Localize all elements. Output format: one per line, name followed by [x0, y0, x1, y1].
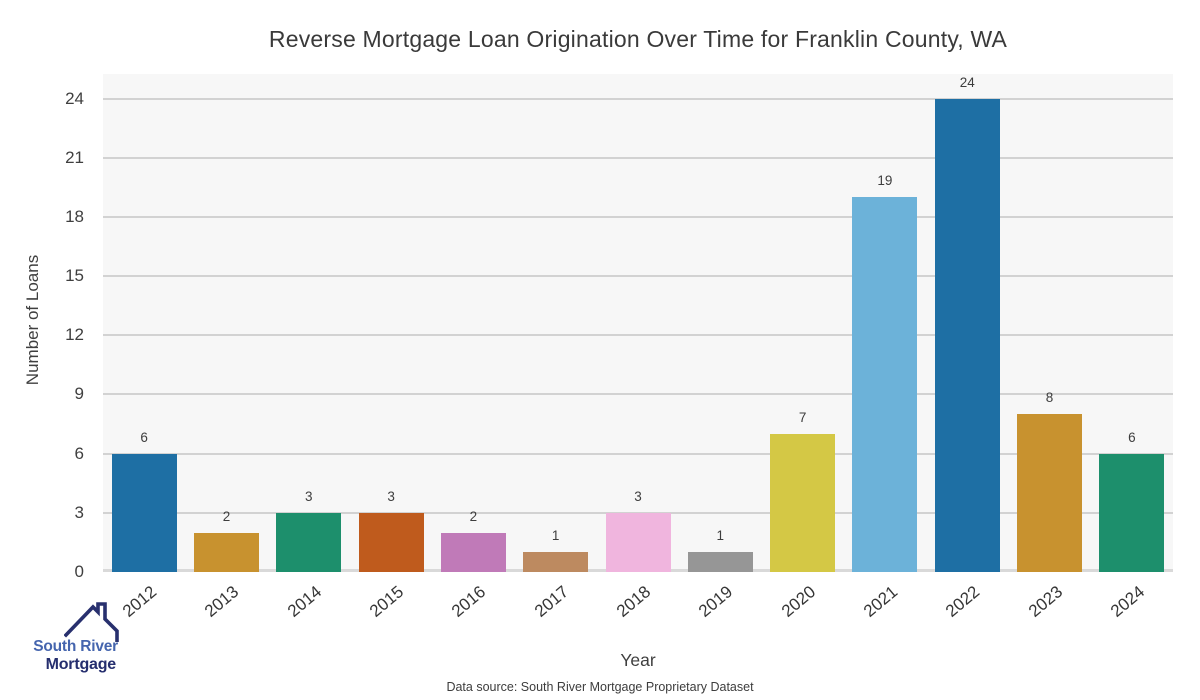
bar-value-2019: 1	[716, 528, 725, 544]
bar-value-2021: 19	[877, 173, 893, 189]
bar-value-2023: 8	[1045, 390, 1054, 406]
chart-title: Reverse Mortgage Loan Origination Over T…	[268, 26, 1008, 52]
bar-value-2018: 3	[634, 488, 642, 504]
logo-line1: South River	[33, 638, 118, 655]
y-tick-label-15: 15	[65, 266, 84, 286]
x-tick-label-2024: 2024	[1106, 582, 1149, 621]
south-river-mortgage-logo: South River Mortgage	[18, 602, 119, 682]
logo-line2: Mortgage	[45, 656, 117, 674]
gridline-y-6	[103, 452, 1173, 455]
y-tick-label-9: 9	[74, 384, 84, 404]
y-tick-label-12: 12	[65, 325, 84, 345]
x-tick-label-2019: 2019	[695, 582, 737, 621]
x-tick-label-2018: 2018	[613, 582, 655, 621]
bar-2013	[193, 532, 259, 572]
gridline-y-21	[103, 156, 1173, 159]
x-axis-title: Year	[620, 650, 656, 670]
bar-value-2016: 2	[469, 508, 478, 524]
x-tick-label-2020: 2020	[777, 582, 819, 621]
bar-value-2015: 3	[387, 488, 395, 504]
data-source-caption: Data source: South River Mortgage Propri…	[446, 680, 754, 694]
bar-2020	[770, 433, 836, 572]
x-tick-label-2016: 2016	[448, 582, 490, 621]
y-axis-ticks: 0 3 6 9 12 15 18 21 24	[0, 74, 84, 581]
bar-2017	[523, 552, 589, 572]
x-axis-ticks: 2012 2013 2014 2015 2016 2017 2018 2019 2020 2021…	[103, 578, 1173, 638]
bar-2022	[934, 98, 1000, 572]
x-tick-label-2023: 2023	[1024, 582, 1066, 621]
bar-2019	[687, 552, 753, 572]
gridline-y-12	[103, 334, 1173, 337]
x-tick-label-2022: 2022	[942, 582, 984, 621]
bar-2016	[440, 532, 506, 572]
bar-2012	[111, 453, 177, 572]
y-axis-title: Number of Loans	[23, 254, 42, 386]
y-tick-label-24: 24	[65, 88, 84, 108]
bar-value-2014: 3	[305, 488, 313, 504]
y-tick-label-18: 18	[65, 206, 84, 226]
plot-area: 6 2 3 3 2 1 3 1 7 19 24 8 6	[103, 74, 1173, 572]
y-tick-label-21: 21	[65, 147, 84, 167]
x-tick-label-2014: 2014	[283, 582, 325, 621]
bar-value-2013: 2	[222, 508, 231, 524]
bar-value-2022: 24	[959, 74, 975, 90]
y-tick-label-0: 0	[74, 562, 84, 581]
house-roof-icon	[64, 602, 119, 642]
bar-2023	[1017, 414, 1083, 572]
bar-2021	[852, 197, 918, 572]
x-tick-label-2012: 2012	[119, 582, 161, 621]
y-tick-label-6: 6	[74, 443, 84, 463]
logo-text: South River Mortgage	[18, 638, 118, 675]
bar-2014	[276, 512, 342, 572]
bar-2018	[605, 512, 671, 572]
gridline-y-15	[103, 275, 1173, 278]
bar-value-2024: 6	[1128, 429, 1136, 445]
x-tick-label-2013: 2013	[201, 582, 243, 621]
x-tick-label-2021: 2021	[859, 582, 902, 621]
x-tick-label-2015: 2015	[366, 582, 408, 621]
y-tick-label-3: 3	[74, 502, 84, 522]
gridline-y-18	[103, 215, 1173, 218]
gridline-y-24	[103, 97, 1173, 100]
bar-2015	[358, 512, 424, 572]
bar-value-2012: 6	[140, 429, 148, 445]
x-tick-label-2017: 2017	[530, 582, 572, 621]
bar-value-2017: 1	[551, 528, 560, 544]
bar-2024	[1099, 453, 1165, 572]
gridline-y-9	[103, 393, 1173, 396]
bar-value-2020: 7	[798, 409, 807, 425]
